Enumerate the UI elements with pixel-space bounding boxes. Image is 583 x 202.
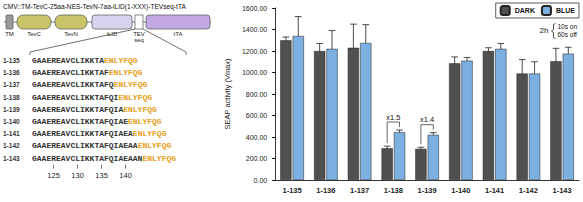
svg-text:1-142: 1-142 [519, 186, 538, 195]
svg-text:GAAEREAVCLIKKTAENLYFQG: GAAEREAVCLIKKTAENLYFQG [32, 56, 138, 65]
svg-text:1-143: 1-143 [553, 186, 572, 195]
svg-text:1-135: 1-135 [282, 186, 301, 195]
svg-text:GAAEREAVCLIKKTAFQIAEAENLYFQG: GAAEREAVCLIKKTAFQIAEAENLYFQG [32, 129, 167, 138]
svg-text:1-141: 1-141 [485, 186, 504, 195]
svg-text:800.00: 800.00 [246, 91, 268, 98]
svg-text:200.00: 200.00 [246, 155, 268, 162]
svg-text:CMV::TM-TevC-25aa-NES-TevN-7aa: CMV::TM-TevC-25aa-NES-TevN-7aa-iLID(1-XX… [3, 3, 186, 11]
svg-text:1-138: 1-138 [384, 186, 403, 195]
svg-text:1-141: 1-141 [3, 130, 20, 137]
svg-text:GAAEREAVCLIKKTAFQIAEAAENLYFQG: GAAEREAVCLIKKTAFQIAEAAENLYFQG [32, 141, 171, 150]
svg-text:x1.4: x1.4 [420, 115, 434, 124]
svg-text:60s off: 60s off [557, 31, 577, 38]
svg-text:GAAEREAVCLIKKTAFENLYFQG: GAAEREAVCLIKKTAFENLYFQG [32, 68, 143, 77]
svg-text:1-136: 1-136 [3, 69, 20, 76]
svg-text:TEVseq: TEVseq [133, 31, 145, 43]
svg-text:TevC: TevC [27, 31, 41, 37]
svg-text:BLUE: BLUE [556, 7, 575, 14]
svg-text:1-142: 1-142 [3, 142, 20, 149]
svg-text:1600.00: 1600.00 [242, 5, 267, 12]
svg-text:1-137: 1-137 [3, 81, 20, 88]
svg-text:iLID: iLID [106, 31, 118, 37]
svg-text:TevN: TevN [64, 31, 78, 37]
svg-text:0.00: 0.00 [254, 177, 268, 184]
svg-text:140: 140 [119, 171, 132, 180]
svg-text:GAAEREAVCLIKKTAFQIAEENLYFQG: GAAEREAVCLIKKTAFQIAEENLYFQG [32, 117, 162, 126]
svg-text:135: 135 [95, 171, 108, 180]
svg-text:1-137: 1-137 [350, 186, 369, 195]
svg-text:125: 125 [47, 171, 60, 180]
svg-text:600.00: 600.00 [246, 112, 268, 119]
svg-text:x1.5: x1.5 [386, 113, 400, 122]
svg-text:GAAEREAVCLIKKTAFQIAEAANENLYFQG: GAAEREAVCLIKKTAFQIAEAANENLYFQG [32, 154, 176, 163]
svg-text:1-143: 1-143 [3, 155, 20, 162]
svg-text:1-135: 1-135 [3, 57, 20, 64]
svg-text:1-140: 1-140 [3, 118, 20, 125]
svg-text:GAAEREAVCLIKKTAFQIENLYFQG: GAAEREAVCLIKKTAFQIENLYFQG [32, 93, 152, 102]
svg-text:1-139: 1-139 [418, 186, 437, 195]
svg-text:1200.00: 1200.00 [242, 48, 267, 55]
svg-text:1-138: 1-138 [3, 94, 20, 101]
svg-text:DARK: DARK [515, 7, 535, 14]
svg-text:2h: 2h [539, 26, 548, 35]
svg-text:1-136: 1-136 [316, 186, 335, 195]
svg-text:10s on: 10s on [557, 23, 577, 30]
svg-text:400.00: 400.00 [246, 134, 268, 141]
svg-text:1-139: 1-139 [3, 106, 20, 113]
svg-text:TM: TM [5, 31, 14, 37]
svg-text:GAAEREAVCLIKKTAFQENLYFQG: GAAEREAVCLIKKTAFQENLYFQG [32, 80, 147, 89]
svg-text:1400.00: 1400.00 [242, 26, 267, 33]
svg-text:tTA: tTA [174, 31, 183, 37]
svg-text:130: 130 [71, 171, 84, 180]
svg-text:SEAP activity (Vmax): SEAP activity (Vmax) [223, 58, 232, 130]
svg-text:1000.00: 1000.00 [242, 69, 267, 76]
svg-text:1-140: 1-140 [451, 186, 470, 195]
svg-text:GAAEREAVCLIKKTAFQIAENLYFQG: GAAEREAVCLIKKTAFQIAENLYFQG [32, 105, 157, 114]
